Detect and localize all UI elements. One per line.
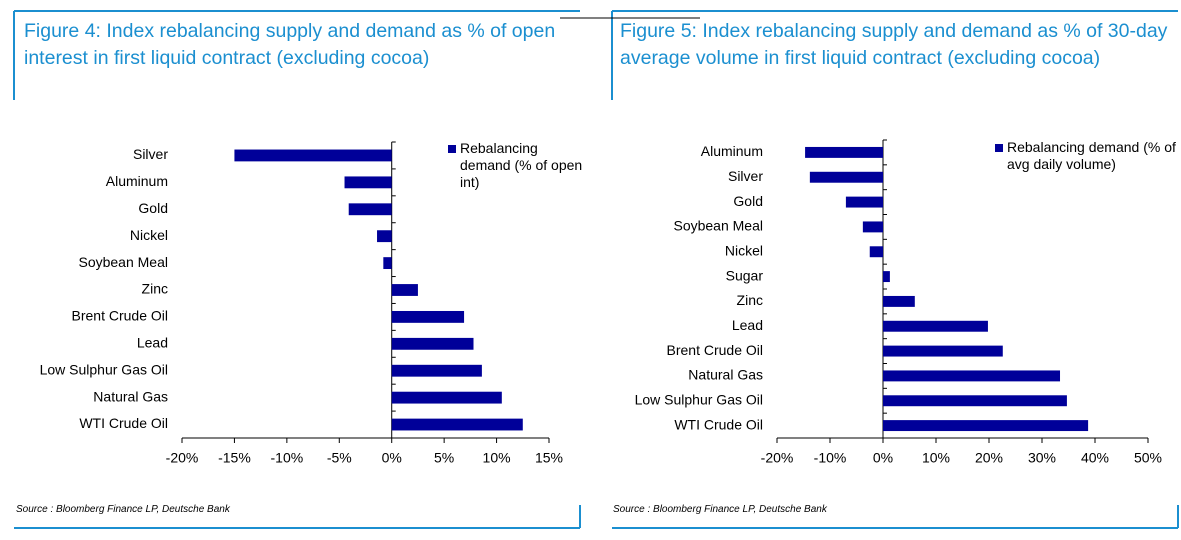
frame: [13, 10, 1179, 529]
x-tick-label: 5%: [434, 450, 454, 466]
bar: [883, 345, 1003, 357]
x-tick-label: 0%: [382, 450, 402, 466]
y-tick-label: Brent Crude Oil: [667, 342, 763, 358]
x-tick-label: -5%: [327, 450, 352, 466]
y-tick-label: Aluminum: [701, 143, 763, 159]
bar: [869, 246, 883, 258]
bar: [391, 284, 418, 296]
bar: [809, 171, 883, 183]
y-tick-label: Nickel: [725, 242, 763, 258]
x-tick-label: -20%: [761, 450, 794, 466]
bar: [348, 203, 392, 216]
x-tick-label: -20%: [166, 450, 199, 466]
x-tick-label: -15%: [218, 450, 251, 466]
x-tick-label: 40%: [1081, 450, 1109, 466]
y-tick-label: Silver: [133, 146, 168, 162]
y-tick-label: Gold: [733, 193, 763, 209]
y-tick-label: Gold: [138, 200, 168, 216]
bar: [883, 370, 1061, 382]
bar: [383, 257, 392, 270]
bar: [805, 146, 883, 158]
x-tick-label: 10%: [483, 450, 511, 466]
bar: [234, 149, 392, 162]
y-tick-label: Soybean Meal: [673, 218, 763, 234]
bar: [883, 271, 890, 283]
y-tick-label: Sugar: [726, 267, 764, 283]
x-tick-label: -10%: [814, 450, 847, 466]
legend-label: Rebalancing demand (% of open int): [460, 140, 583, 190]
y-tick-label: Zinc: [737, 292, 763, 308]
x-tick-label: 30%: [1028, 450, 1056, 466]
chart-title: Figure 4: Index rebalancing supply and d…: [24, 20, 556, 69]
bar: [883, 395, 1067, 407]
y-tick-label: WTI Crude Oil: [79, 415, 168, 431]
x-tick-label: 20%: [975, 450, 1003, 466]
legend-swatch: [995, 144, 1003, 152]
source: Source : Bloomberg Finance LP, Deutsche …: [613, 504, 827, 515]
bar: [883, 420, 1089, 432]
x-tick-label: -10%: [271, 450, 304, 466]
y-tick-label: Natural Gas: [688, 367, 763, 383]
x-tick-label: 15%: [535, 450, 563, 466]
y-tick-label: Nickel: [130, 227, 168, 243]
legend-swatch: [448, 145, 456, 153]
bar: [391, 418, 523, 431]
bar: [391, 391, 502, 404]
y-tick-label: Natural Gas: [93, 388, 168, 404]
source: Source : Bloomberg Finance LP, Deutsche …: [16, 504, 230, 515]
bar: [344, 176, 392, 189]
y-tick-label: Aluminum: [106, 173, 168, 189]
bar: [883, 320, 988, 332]
y-tick-label: Brent Crude Oil: [72, 308, 168, 324]
legend-label: Rebalancing demand (% of avg daily volum…: [1007, 139, 1176, 172]
x-tick-label: 0%: [873, 450, 893, 466]
y-tick-label: Lead: [137, 335, 168, 351]
bar: [391, 337, 474, 350]
y-tick-label: Low Sulphur Gas Oil: [635, 391, 763, 407]
bar: [883, 295, 915, 307]
y-tick-label: Low Sulphur Gas Oil: [40, 361, 168, 377]
y-tick-label: Lead: [732, 317, 763, 333]
chart-title: Figure 5: Index rebalancing supply and d…: [620, 20, 1168, 69]
bar: [845, 196, 883, 208]
bar: [391, 310, 465, 323]
bar: [862, 221, 883, 233]
y-tick-label: Zinc: [142, 281, 168, 297]
y-tick-label: Soybean Meal: [78, 254, 168, 270]
x-tick-label: 10%: [922, 450, 950, 466]
bar: [391, 364, 482, 377]
bar: [377, 230, 392, 243]
x-tick-label: 50%: [1134, 450, 1162, 466]
y-tick-label: WTI Crude Oil: [674, 416, 763, 432]
y-tick-label: Silver: [728, 168, 763, 184]
